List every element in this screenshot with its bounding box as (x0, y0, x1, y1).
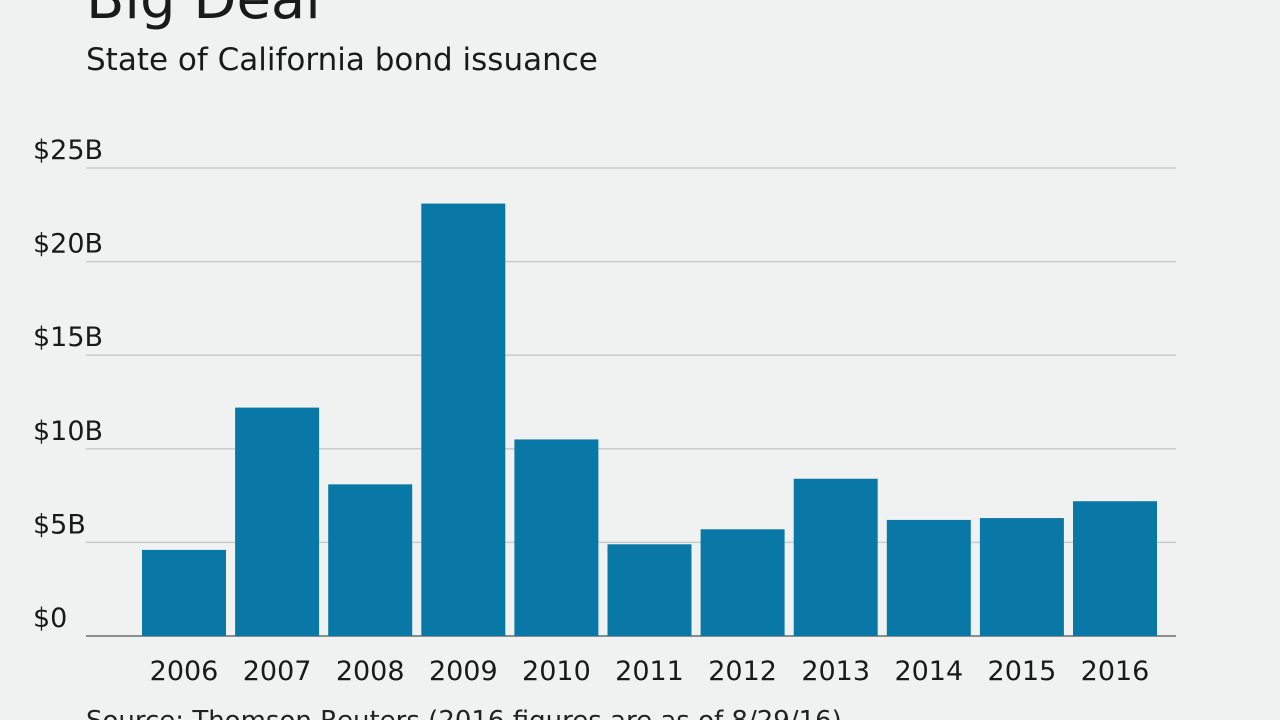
bar-2009 (421, 203, 506, 636)
y-tick-label: $10B (33, 416, 103, 447)
y-tick-label: $5B (33, 509, 86, 540)
bars (142, 203, 1157, 636)
x-tick-label: 2008 (336, 656, 405, 687)
bar-2010 (514, 439, 599, 636)
bar-2012 (700, 529, 785, 636)
chart-title: Big Deal (86, 0, 321, 30)
x-tick-label: 2010 (522, 656, 591, 687)
bar-2006 (142, 549, 226, 636)
x-tick-label: 2016 (1081, 656, 1150, 687)
bar-2011 (607, 544, 692, 636)
bar-2015 (979, 518, 1064, 636)
bar-2007 (235, 407, 320, 636)
x-tick-label: 2012 (708, 656, 777, 687)
x-tick-label: 2006 (150, 656, 219, 687)
bar-2013 (793, 478, 878, 636)
bar-2014 (886, 519, 971, 636)
x-tick-label: 2014 (894, 656, 963, 687)
x-tick-label: 2007 (243, 656, 312, 687)
x-tick-label: 2015 (988, 656, 1057, 687)
y-tick-label: $25B (33, 135, 103, 166)
x-axis-tick-labels: 2006 2007 2008 2009 2010 2011 2012 2013 2014 2015… (150, 656, 1150, 687)
bar-2016 (1073, 501, 1157, 636)
y-axis-tick-labels: $0 $5B $10B $15B $20B $25B (33, 135, 103, 634)
x-tick-label: 2013 (801, 656, 870, 687)
source-note: Source: Thomson Reuters (2016 figures ar… (86, 704, 842, 720)
x-tick-label: 2011 (615, 656, 684, 687)
x-tick-label: 2009 (429, 656, 498, 687)
bar-2008 (328, 484, 413, 636)
chart-subtitle: State of California bond issuance (86, 42, 598, 78)
y-tick-label: $0 (33, 603, 67, 634)
y-tick-label: $20B (33, 229, 103, 260)
y-tick-label: $15B (33, 322, 103, 353)
